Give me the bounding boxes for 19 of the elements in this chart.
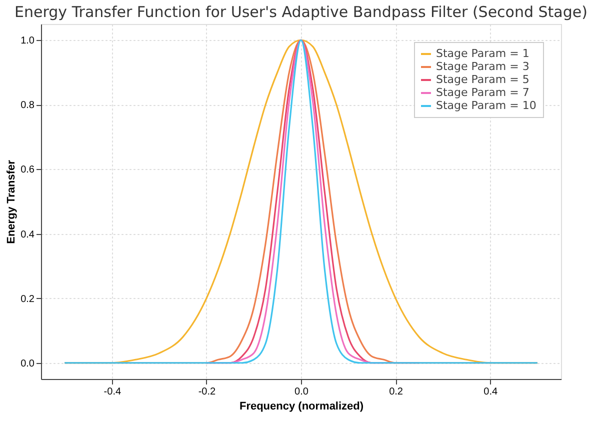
x-tick-label: -0.4 xyxy=(104,386,122,398)
legend-label: Stage Param = 5 xyxy=(436,73,530,86)
x-tick-label: 0.0 xyxy=(294,386,309,398)
x-tick-label: 0.2 xyxy=(389,386,404,398)
y-tick-label: 0.2 xyxy=(20,294,35,305)
y-tick-label: 0.6 xyxy=(20,164,35,176)
legend-label: Stage Param = 3 xyxy=(436,60,530,73)
x-axis-title: Frequency (normalized) xyxy=(239,400,364,412)
chart-title: Energy Transfer Function for User's Adaptive Bandpass Filter (Second Stage) xyxy=(14,3,588,21)
legend-label: Stage Param = 7 xyxy=(436,86,530,99)
y-tick-label: 1.0 xyxy=(20,36,35,47)
legend-label: Stage Param = 1 xyxy=(436,47,530,60)
y-tick-label: 0.4 xyxy=(20,229,35,240)
y-axis-title: Energy Transfer xyxy=(6,159,18,244)
x-tick-label: 0.4 xyxy=(484,386,498,398)
y-tick-label: 0.8 xyxy=(20,100,35,112)
y-tick-label: 0.0 xyxy=(20,358,35,370)
legend-label: Stage Param = 10 xyxy=(436,99,536,112)
x-tick-label: -0.2 xyxy=(198,386,216,398)
